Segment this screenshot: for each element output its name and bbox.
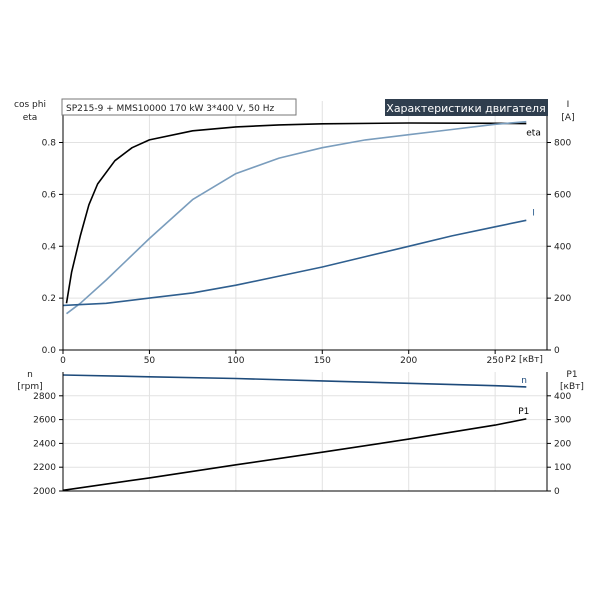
y-right-tick-label: 300 <box>554 416 571 426</box>
y-right-tick-label: 0 <box>554 487 560 497</box>
n-axis-title-line2: [rpm] <box>17 382 42 392</box>
series-label-p1: P1 <box>518 407 529 417</box>
y-left-tick-label: 2400 <box>33 439 56 449</box>
y-right-title-line1: I <box>567 100 570 110</box>
y-left-tick-label: 0.0 <box>42 346 57 356</box>
series-line-eta <box>65 122 527 304</box>
series-line-n <box>62 374 527 388</box>
y-right-tick-label: 200 <box>554 294 571 304</box>
x-tick-label: 250 <box>487 356 504 366</box>
x-tick-label: 50 <box>144 356 156 366</box>
n-axis-title-line1: n <box>27 370 33 380</box>
x-tick-label: 150 <box>314 356 331 366</box>
series-line-p1 <box>62 418 527 492</box>
series-line-cos-phi <box>66 120 527 315</box>
y-right-tick-label: 800 <box>554 139 571 149</box>
y-left-tick-label: 2600 <box>33 416 56 426</box>
x-axis-title: P2 [кВт] <box>505 355 543 365</box>
model-info-box <box>61 98 297 116</box>
y-right-title-line2: [A] <box>561 113 574 123</box>
y-right-tick-label: 600 <box>554 190 571 200</box>
y-left-tick-label: 0.8 <box>42 139 57 149</box>
y-left-tick-label: 2200 <box>33 463 56 473</box>
series-label-i: I <box>532 208 535 218</box>
y-left-tick-label: 2000 <box>33 487 56 497</box>
model-info-text: SP215-9 + MMS10000 170 kW 3*400 V, 50 Hz <box>66 104 275 114</box>
axis-layer: 0.0 0.2 0.4 0.6 0.8 0 200 400 600 800 0 50 100 150 200… <box>33 101 571 497</box>
x-tick-label: 200 <box>400 356 417 366</box>
series-line-i <box>62 219 527 307</box>
y-right-tick-label: 400 <box>554 242 571 252</box>
y-right-tick-label: 0 <box>554 346 560 356</box>
y-left-title-line2: eta <box>23 113 38 123</box>
series-layer: etacos phiInP1 <box>62 107 548 492</box>
y-right-tick-label: 100 <box>554 463 571 473</box>
series-label-n: n <box>521 376 527 386</box>
y-right-tick-label: 200 <box>554 439 571 449</box>
chart-title: Характеристики двигателя <box>386 102 545 115</box>
p1-axis-title-line1: P1 <box>566 370 577 380</box>
y-left-tick-label: 0.4 <box>42 242 57 252</box>
x-tick-label: 0 <box>60 356 66 366</box>
x-tick-label: 100 <box>227 356 244 366</box>
y-left-tick-label: 0.2 <box>42 294 56 304</box>
p1-axis-title-line2: [кВт] <box>560 382 584 392</box>
series-label-eta: eta <box>526 129 541 139</box>
y-right-tick-label: 400 <box>554 392 571 402</box>
y-left-tick-label: 0.6 <box>42 190 57 200</box>
y-left-title-line1: cos phi <box>14 100 46 110</box>
title-banner <box>385 99 548 116</box>
y-left-tick-label: 2800 <box>33 392 56 402</box>
